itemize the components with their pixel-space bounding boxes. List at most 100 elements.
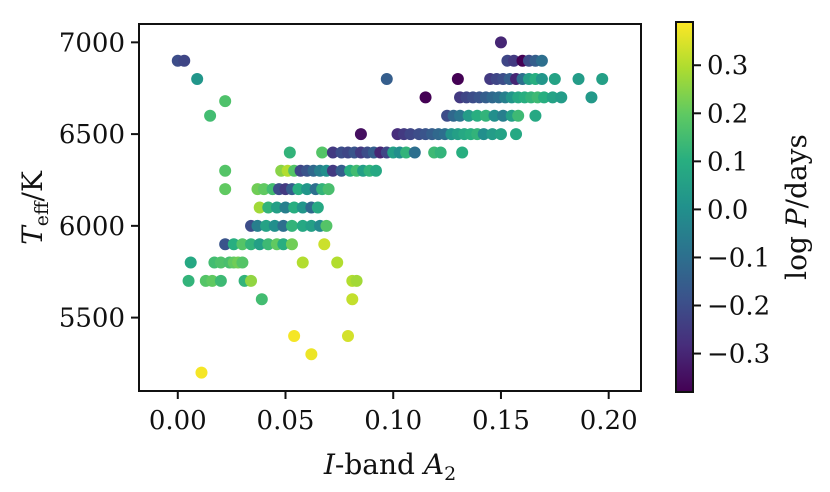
scatter-point (214, 274, 227, 287)
scatter-point (270, 201, 283, 214)
scatter-point (219, 95, 232, 108)
y-axis-label: Teff/K (16, 170, 53, 245)
plot-frame (138, 23, 642, 392)
scatter-point (486, 128, 499, 141)
scatter-point (204, 109, 217, 122)
scatter-point (305, 219, 318, 232)
scatter-point (507, 54, 520, 67)
scatter-point (236, 238, 249, 251)
colorbar (675, 21, 694, 393)
scatter-point (214, 256, 227, 269)
colorbar-tick-label: 0.2 (707, 99, 748, 129)
scatter-point (260, 219, 273, 232)
scatter-point (369, 164, 382, 177)
scatter-points (171, 36, 609, 379)
y-tick-label: 7000 (59, 28, 125, 58)
scatter-point (316, 146, 329, 159)
scatter-point (494, 128, 507, 141)
scatter-point (301, 183, 314, 196)
scatter-point (322, 183, 335, 196)
scatter-point (434, 146, 447, 159)
scatter-point (296, 256, 309, 269)
scatter-point (546, 91, 559, 104)
scatter-point (296, 201, 309, 214)
colorbar-tick-label: 0.0 (707, 195, 748, 225)
colorbar-tick-label: −0.3 (707, 340, 770, 370)
scatter-point (245, 238, 258, 251)
x-axis-ticks: 0.00 0.05 0.10 0.15 0.20 (149, 391, 638, 436)
scatter-point (572, 73, 585, 86)
scatter-point (408, 146, 421, 159)
scatter-point (350, 274, 363, 287)
scatter-point (219, 183, 232, 196)
scatter-point (538, 91, 551, 104)
scatter-point (182, 274, 195, 287)
scatter-point (354, 128, 367, 141)
scatter-point (477, 128, 490, 141)
y-tick-label: 6000 (59, 212, 125, 242)
x-tick-label: 0.00 (149, 406, 207, 436)
scatter-point (206, 274, 219, 287)
colorbar-tick-label: 0.1 (707, 147, 748, 177)
scatter-point (488, 109, 501, 122)
scatter-point (178, 54, 191, 67)
scatter-point (184, 256, 197, 269)
scatter-point (285, 238, 298, 251)
scatter-point (535, 73, 548, 86)
scatter-point (331, 256, 344, 269)
scatter-point (277, 238, 290, 251)
scatter-point (262, 238, 275, 251)
scatter-point (404, 128, 417, 141)
y-axis-ticks: 5500 6000 6500 7000 (59, 28, 139, 334)
scatter-point (318, 238, 331, 251)
colorbar-label: log P/days (780, 134, 813, 280)
scatter-point (510, 128, 523, 141)
y-tick-label: 5500 (59, 304, 125, 334)
colorbar-ticks: −0.3 −0.2 −0.1 0.0 0.1 0.2 0.3 (693, 51, 770, 370)
scatter-point (262, 201, 275, 214)
scatter-point (419, 91, 432, 104)
scatter-point (268, 219, 281, 232)
scatter-point (191, 73, 204, 86)
scatter-point (288, 201, 301, 214)
scatter-point (320, 219, 333, 232)
scatter-point (245, 274, 258, 287)
scatter-point (462, 109, 475, 122)
scatter-point (311, 201, 324, 214)
scatter-point (471, 109, 484, 122)
scatter-point (253, 238, 266, 251)
scatter-point (346, 293, 359, 306)
scatter-point (585, 91, 598, 104)
colorbar-tick-label: −0.1 (707, 243, 770, 273)
scatter-point (219, 238, 232, 251)
colorbar-tick-label: −0.2 (707, 292, 770, 322)
scatter-point (255, 293, 268, 306)
scatter-point (497, 109, 510, 122)
scatter-point (236, 256, 249, 269)
scatter-point (257, 183, 270, 196)
scatter-point (219, 164, 232, 177)
x-axis-label: I-band A2 (323, 448, 456, 485)
scatter-point (529, 109, 542, 122)
scatter-point (535, 54, 548, 67)
scatter-point (380, 73, 393, 86)
scatter-point (326, 164, 339, 177)
x-tick-label: 0.05 (257, 406, 315, 436)
scatter-point (277, 219, 290, 232)
scatter-point (341, 329, 354, 342)
scatter-point (451, 73, 464, 86)
x-tick-label: 0.10 (364, 406, 422, 436)
scatter-point (494, 36, 507, 49)
scatter-point (285, 219, 298, 232)
scatter-point (555, 91, 568, 104)
scatter-point (283, 146, 296, 159)
scatter-point (326, 146, 339, 159)
scatter-point (454, 109, 467, 122)
x-tick-label: 0.15 (472, 406, 530, 436)
scatter-point (296, 219, 309, 232)
scatter-point (292, 183, 305, 196)
scatter-point (596, 73, 609, 86)
scatter-point (335, 164, 348, 177)
scatter-point (400, 146, 413, 159)
